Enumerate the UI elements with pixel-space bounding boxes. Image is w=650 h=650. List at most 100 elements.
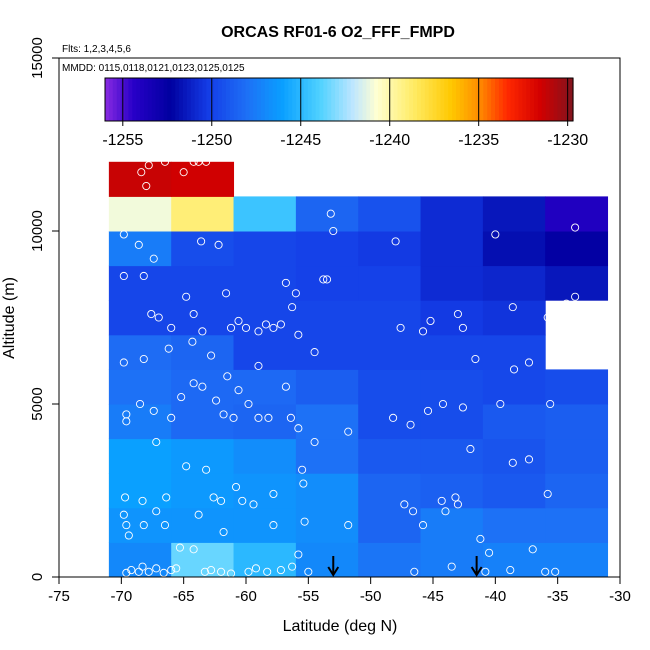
observation-point <box>189 309 198 319</box>
observation-point <box>142 181 151 191</box>
colorbar-segment <box>175 78 180 121</box>
observation-point <box>288 562 297 571</box>
observation-point <box>135 399 145 409</box>
observation-point <box>200 567 209 576</box>
heatmap-cell <box>233 231 297 267</box>
colorbar-segment <box>237 78 243 121</box>
heatmap-cells <box>108 161 609 578</box>
observation-point <box>453 500 462 509</box>
observation-point <box>294 424 303 433</box>
colorbar-segment <box>315 78 321 121</box>
colorbar-segment <box>417 78 422 121</box>
observation-point <box>207 351 216 360</box>
observation-point <box>212 396 221 405</box>
observation-point <box>509 365 519 374</box>
observation-point <box>310 348 319 357</box>
heatmap-cell <box>171 161 235 197</box>
colorbar-segment <box>409 78 414 121</box>
observation-point <box>541 567 550 576</box>
observation-point <box>254 413 263 422</box>
observation-point <box>137 168 146 177</box>
colorbar-segment <box>393 78 399 121</box>
observation-point <box>209 493 218 502</box>
colorbar-segment <box>296 78 301 121</box>
colorbar-segment <box>303 78 309 121</box>
y-tick-label: 0 <box>29 573 46 581</box>
observation-point <box>294 330 303 339</box>
colorbar-segment <box>354 78 360 121</box>
observation-point <box>389 413 398 422</box>
heatmap-cell <box>482 404 546 440</box>
observation-point <box>182 462 191 471</box>
colorbar-segment <box>374 78 379 121</box>
observation-point <box>119 358 128 367</box>
heatmap-cell <box>420 507 484 543</box>
heatmap-cell <box>171 196 235 232</box>
colorbar-segment <box>253 78 258 121</box>
colorbar-segment <box>506 78 512 121</box>
colorbar-segment <box>342 78 348 121</box>
observation-point <box>524 358 534 367</box>
colorbar-segment <box>436 78 441 121</box>
heatmap-cell <box>295 334 359 370</box>
colorbar-segment <box>432 78 438 121</box>
heatmap-cell <box>420 196 484 232</box>
heatmap-cell <box>420 265 484 301</box>
observation-point <box>189 545 198 554</box>
observation-point <box>506 566 515 575</box>
observation-point <box>326 209 335 218</box>
heatmap-cell <box>171 334 235 370</box>
colorbar-segment <box>222 78 227 121</box>
observation-point <box>162 493 171 502</box>
x-axis-label: Latitude (deg N) <box>283 618 398 635</box>
latitude-arrows <box>327 556 483 577</box>
axes: -75 -70 -65 -60 -55 -50 -45 -40 -35 -30 0 5000 10000… <box>29 37 631 605</box>
x-tick-label: -65 <box>173 588 195 605</box>
observation-point <box>344 521 353 530</box>
colorbar-segment <box>522 78 527 121</box>
heatmap-cell <box>233 334 297 370</box>
y-tick-label: 10000 <box>29 210 46 252</box>
colorbar-tick-label: -1245 <box>280 132 321 149</box>
heatmap-cell <box>545 542 609 578</box>
observation-point <box>418 327 428 336</box>
colorbar-segment <box>206 78 211 121</box>
colorbar-segment <box>452 78 457 121</box>
x-tick-label: -60 <box>235 588 257 605</box>
observation-point <box>234 316 243 326</box>
observation-point <box>322 275 332 284</box>
heatmap-cell <box>171 473 235 509</box>
colorbar-segment <box>331 78 336 121</box>
colorbar-segment <box>261 78 266 121</box>
colorbar-segment <box>420 78 426 121</box>
observation-point <box>188 337 197 346</box>
observation-point <box>154 313 163 322</box>
colorbar-segment <box>319 78 324 121</box>
colorbar-segment <box>198 78 204 121</box>
colorbar-segment <box>467 78 473 121</box>
heatmap-cell <box>171 404 235 440</box>
observation-point <box>144 161 153 170</box>
colorbar-segment <box>495 78 500 121</box>
observation-point <box>269 323 278 332</box>
observation-point <box>269 521 278 530</box>
observation-point <box>244 567 253 576</box>
observation-point <box>524 455 534 464</box>
heatmap-cell <box>295 404 359 440</box>
observation-point <box>119 230 128 239</box>
observation-point <box>276 320 285 329</box>
colorbar-segment <box>167 78 172 121</box>
colorbar-segment <box>448 78 453 121</box>
observation-point <box>160 521 170 530</box>
x-tick-label: -70 <box>110 588 132 605</box>
colorbar-segment <box>498 78 504 121</box>
heatmap-cell <box>233 473 297 509</box>
colorbar-tick-label: -1255 <box>102 132 143 149</box>
observation-point <box>496 399 505 409</box>
heatmap-cell <box>482 265 546 301</box>
colorbar-segment <box>159 78 165 121</box>
colorbar-segment <box>471 78 477 121</box>
colorbar-segment <box>136 78 141 121</box>
colorbar-segment <box>561 78 566 121</box>
heatmap-cell <box>358 542 422 578</box>
